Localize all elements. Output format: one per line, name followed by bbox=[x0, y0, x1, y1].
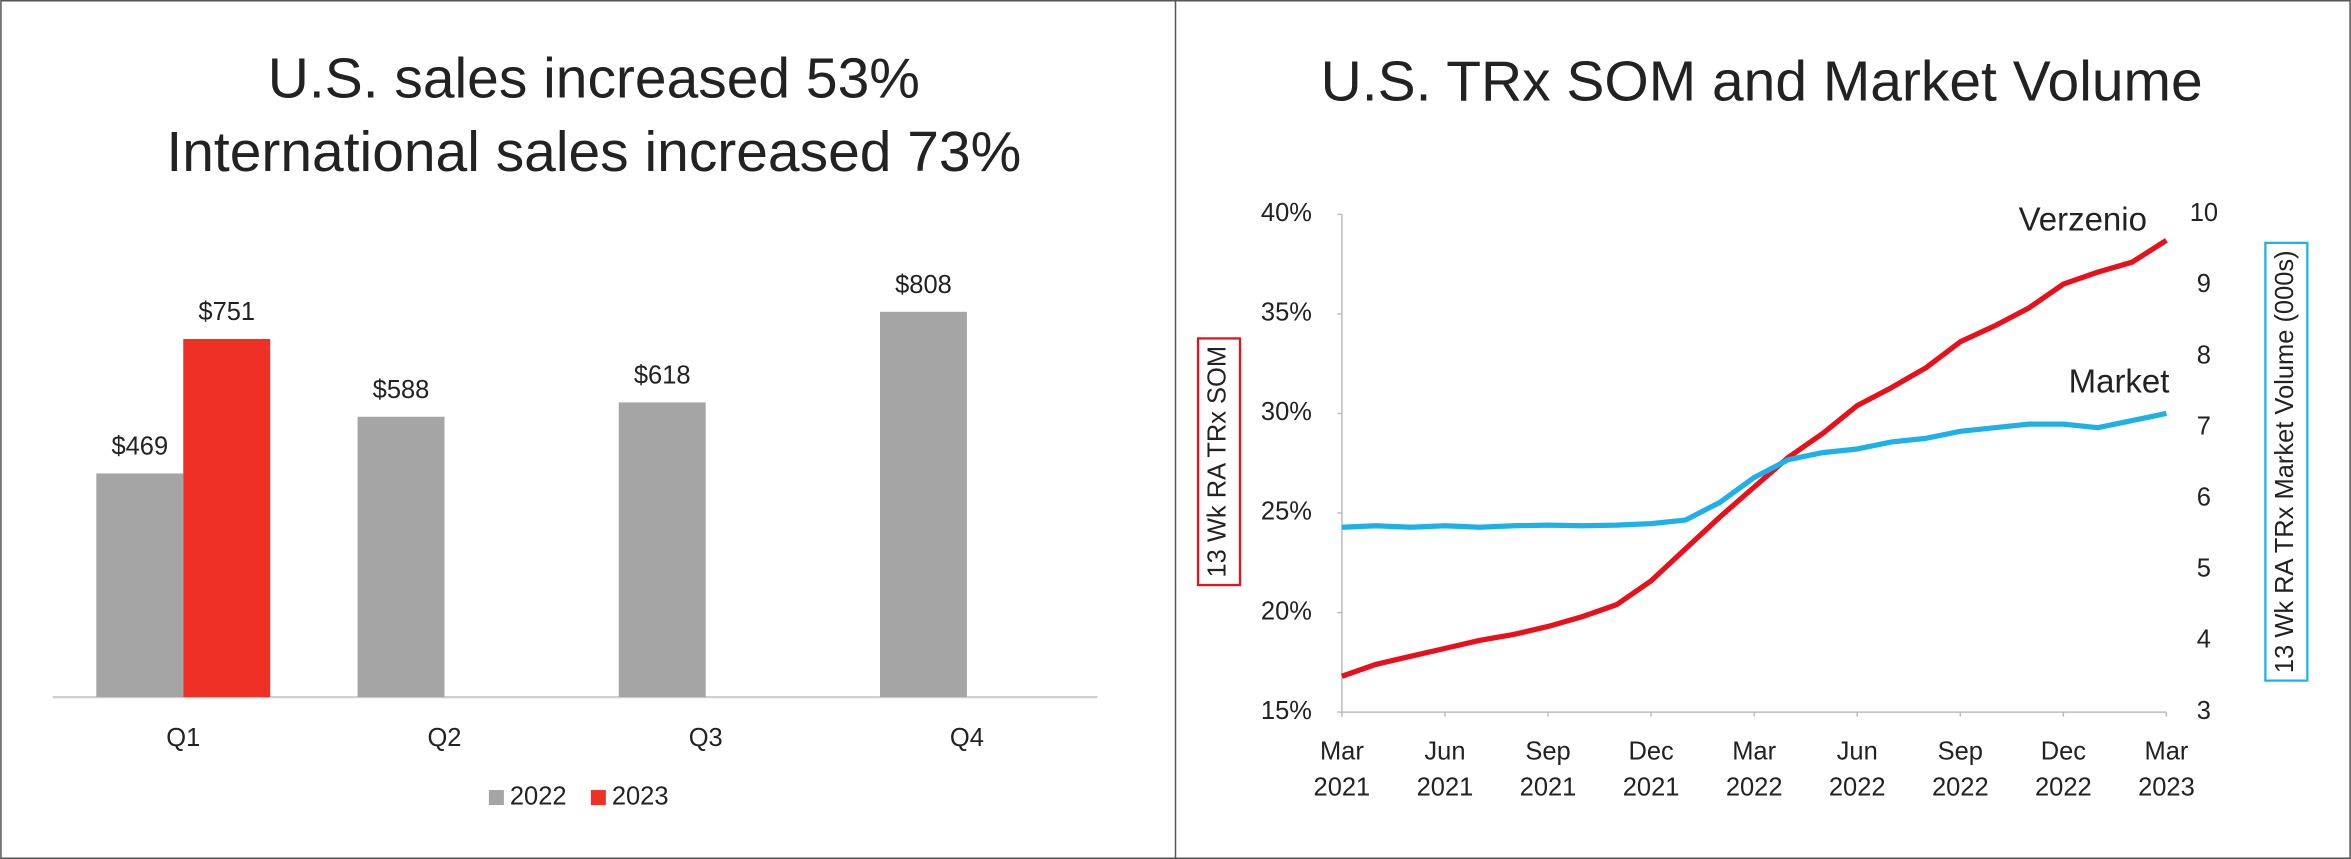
x-tick-label: Mar 2021 bbox=[1314, 737, 1371, 801]
x-tick-label: Sep 2022 bbox=[1932, 737, 1989, 801]
chart-title: U.S. TRx SOM and Market Volume bbox=[1321, 49, 2203, 113]
bar bbox=[357, 416, 445, 698]
x-tick-label: Q1 bbox=[166, 724, 200, 752]
y-axis-label: 13 Wk RA TRx SOM bbox=[1204, 346, 1232, 578]
x-tick-label: Jun 2022 bbox=[1829, 737, 1886, 801]
y2-tick-label: 5 bbox=[2197, 555, 2211, 583]
x-tick-label: Dec 2021 bbox=[1623, 737, 1680, 801]
bar bbox=[183, 338, 271, 698]
bar bbox=[618, 402, 706, 698]
y2-tick-label: 7 bbox=[2197, 412, 2211, 440]
line bbox=[1341, 238, 2168, 679]
data-label: $751 bbox=[198, 298, 255, 326]
x-tick-label: Dec 2022 bbox=[2035, 737, 2092, 801]
series-label: Verzenio bbox=[2019, 201, 2147, 238]
bar bbox=[96, 473, 184, 698]
x-tick-label: Jun 2021 bbox=[1417, 737, 1474, 801]
legend-swatch bbox=[590, 790, 606, 806]
y-tick-label: 30% bbox=[1261, 398, 1312, 426]
y-tick-label: 15% bbox=[1261, 697, 1312, 725]
data-label: $588 bbox=[373, 376, 430, 404]
bar bbox=[879, 311, 967, 698]
x-tick-label: Mar 2023 bbox=[2138, 737, 2195, 801]
y-tick-label: 20% bbox=[1261, 597, 1312, 625]
x-tick-label: Q2 bbox=[427, 724, 461, 752]
line bbox=[1341, 410, 2167, 530]
data-label: $618 bbox=[634, 362, 691, 390]
y2-tick-label: 9 bbox=[2197, 270, 2211, 298]
y-tick-label: 40% bbox=[1261, 199, 1312, 227]
y2-tick-label: 3 bbox=[2197, 697, 2211, 725]
series-label: Market bbox=[2069, 362, 2170, 399]
legend-label: 2023 bbox=[612, 782, 669, 810]
legend-swatch bbox=[488, 790, 504, 806]
x-tick-label: Q4 bbox=[950, 724, 984, 752]
y2-tick-label: 6 bbox=[2197, 484, 2211, 512]
y2-axis-label: 13 Wk RA TRx Market Volume (000s) bbox=[2271, 250, 2299, 673]
y-tick-label: 25% bbox=[1261, 498, 1312, 526]
y2-tick-label: 10 bbox=[2190, 199, 2218, 227]
axis-label-box bbox=[2264, 241, 2309, 682]
data-label: $808 bbox=[895, 271, 952, 299]
axis-label-box bbox=[1196, 337, 1242, 587]
y2-tick-label: 8 bbox=[2197, 341, 2211, 369]
legend-label: 2022 bbox=[510, 782, 567, 810]
chart-subtitle: International sales increased 73% bbox=[166, 120, 1021, 184]
y-tick-label: 35% bbox=[1261, 299, 1312, 327]
y2-tick-label: 4 bbox=[2197, 626, 2211, 654]
x-tick-label: Mar 2022 bbox=[1726, 737, 1783, 801]
x-tick-label: Sep 2021 bbox=[1520, 737, 1577, 801]
data-label: $469 bbox=[111, 433, 168, 461]
chart-title: U.S. sales increased 53% bbox=[268, 46, 920, 110]
x-tick-label: Q3 bbox=[689, 724, 723, 752]
